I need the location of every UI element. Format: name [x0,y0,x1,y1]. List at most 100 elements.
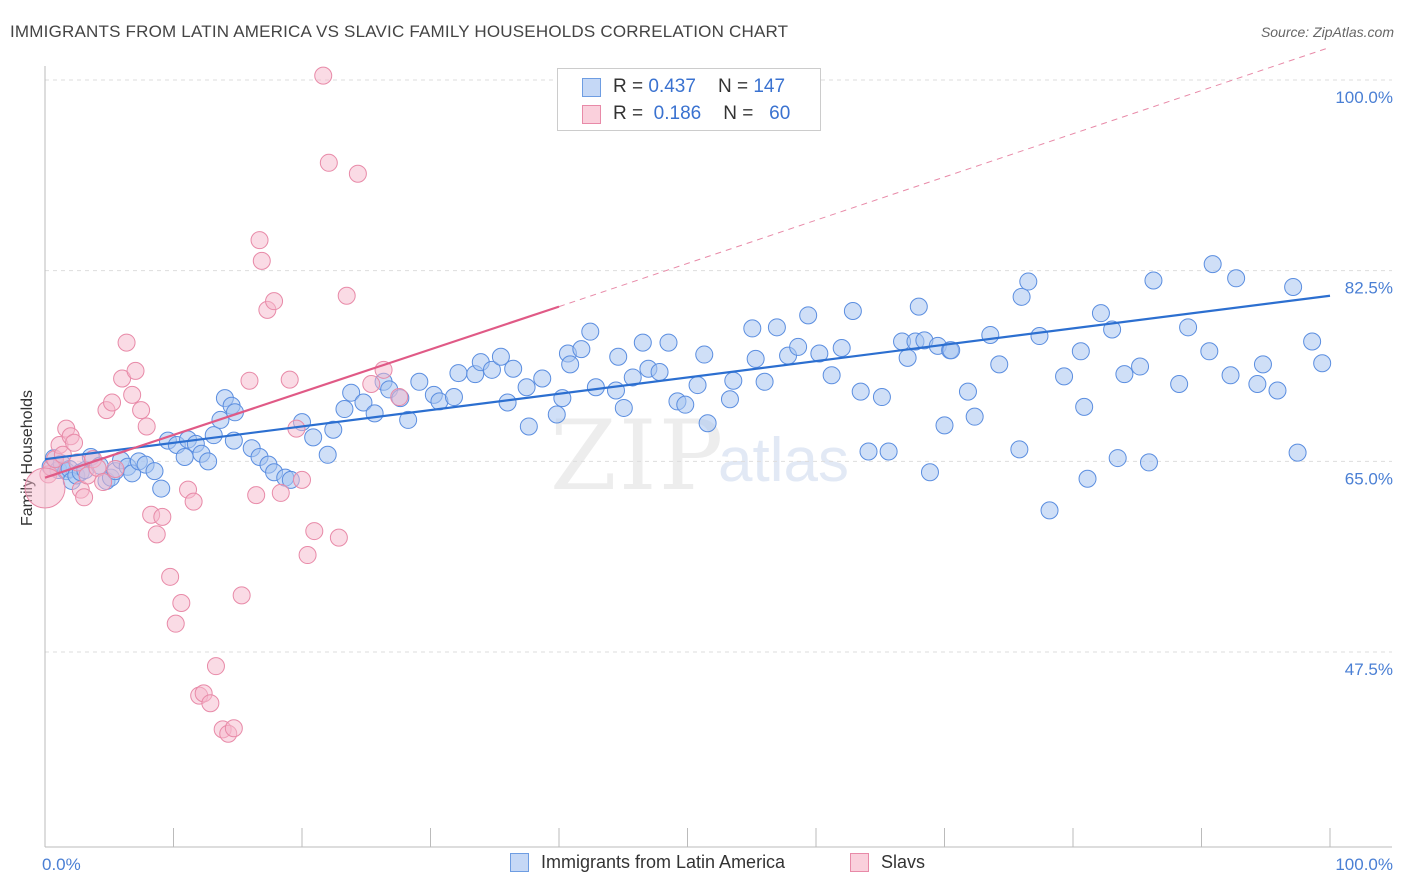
point-latin-america [695,345,714,364]
point-latin-america [920,463,939,482]
point-slavs [348,164,367,183]
point-latin-america [581,322,600,341]
point-slavs [65,433,84,452]
point-latin-america [859,442,878,461]
point-latin-america [1071,342,1090,361]
series-label-slavs: Slavs [881,852,926,872]
point-latin-america [606,381,625,400]
legend-n-value: 147 [753,76,786,97]
point-slavs-cluster [24,467,66,509]
point-latin-america [958,382,977,401]
point-latin-america [935,416,954,435]
source-credit: Source: ZipAtlas.com [1260,24,1394,40]
point-latin-america [623,368,642,387]
watermark-atlas: atlas [718,426,849,495]
point-slavs [280,370,299,389]
point-latin-america [1115,365,1134,384]
y-tick-label-1: 65.0% [1345,469,1393,488]
point-latin-america [724,371,743,390]
series-legend: Immigrants from Latin America Slavs [0,852,1406,876]
point-latin-america [365,404,384,423]
point-slavs [224,719,243,738]
point-latin-america [898,348,917,367]
point-slavs [319,153,338,172]
series-legend-slavs: Slavs [850,852,925,873]
point-latin-america [335,400,354,419]
point-latin-america [504,359,523,378]
point-latin-america [1040,501,1059,520]
point-latin-america [1030,327,1049,346]
point-latin-america [519,417,538,436]
point-latin-america [1055,367,1074,386]
point-latin-america [909,297,928,316]
point-latin-america [318,445,337,464]
point-slavs [201,694,220,713]
series-label-latin-america: Immigrants from Latin America [541,852,786,872]
point-latin-america [444,388,463,407]
point-latin-america [1288,443,1307,462]
point-latin-america [843,301,862,320]
point-slavs [247,486,266,505]
correlation-legend: R = 0.437 N = 147 R = 0.186 N = 60 [557,68,821,131]
chart-title: IMMIGRANTS FROM LATIN AMERICA VS SLAVIC … [10,22,789,41]
point-latin-america [879,442,898,461]
point-latin-america [533,369,552,388]
point-latin-america [1010,440,1029,459]
point-latin-america [633,333,652,352]
point-latin-america [498,393,517,412]
point-slavs [305,522,324,541]
point-slavs [329,528,348,547]
point-latin-america [304,428,323,447]
point-latin-america [204,426,223,445]
point-latin-america [482,360,501,379]
legend-swatch-blue [582,77,601,97]
point-latin-america [145,462,164,481]
point-latin-america [342,383,361,402]
series-swatch-blue [510,853,529,872]
point-latin-america [981,325,1000,344]
point-latin-america [614,398,633,417]
point-slavs [137,417,156,436]
point-latin-america [659,333,678,352]
point-slavs [337,286,356,305]
point-slavs [250,231,269,250]
trend-line-slavs [44,305,560,479]
legend-swatch-pink [582,104,601,124]
point-slavs [113,369,132,388]
legend-n-value: 60 [769,103,791,124]
point-latin-america [1103,320,1122,339]
point-slavs [265,292,284,311]
point-latin-america [789,337,808,356]
point-latin-america [1091,304,1110,323]
point-slavs [132,401,151,420]
point-latin-america [1303,332,1322,351]
point-slavs [161,567,180,586]
point-latin-america [1012,287,1031,306]
point-latin-america [1078,469,1097,488]
point-latin-america [1139,453,1158,472]
legend-r-value: 0.437 [648,76,696,97]
y-tick-label-0: 47.5% [1345,660,1393,679]
point-latin-america [1203,255,1222,274]
point-latin-america [755,372,774,391]
point-slavs [271,483,290,502]
point-latin-america [572,340,591,359]
point-latin-america [1227,269,1246,288]
point-latin-america [609,347,628,366]
watermark-zip: ZIP [550,400,726,512]
point-slavs [166,614,185,633]
legend-r-label: R = [613,76,644,97]
point-slavs [172,593,191,612]
point-latin-america [743,319,762,338]
point-latin-america [491,347,510,366]
point-slavs [240,371,259,390]
point-latin-america [1075,397,1094,416]
point-latin-america [449,364,468,383]
point-slavs [106,459,125,478]
point-slavs [94,473,113,492]
legend-row-slavs: R = 0.186 N = 60 [582,103,790,125]
point-latin-america [799,306,818,325]
point-slavs [184,492,203,511]
point-latin-america [199,452,218,471]
